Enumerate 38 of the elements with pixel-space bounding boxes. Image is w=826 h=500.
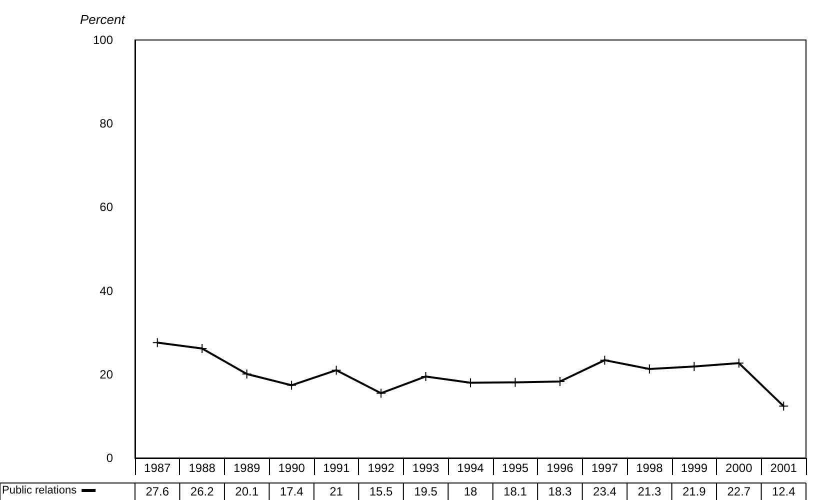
x-tick-label: 1991 [322, 461, 350, 475]
x-tick-label: 2001 [770, 461, 798, 475]
y-tick-label: 80 [100, 116, 114, 131]
data-label: 21.3 [638, 484, 662, 498]
y-axis-title: Percent [80, 12, 126, 27]
data-label: 22.7 [727, 484, 751, 498]
data-label: 18.3 [548, 484, 572, 498]
x-tick-label: 1997 [591, 461, 618, 475]
y-tick-label: 0 [106, 451, 114, 465]
x-tick-label: 1987 [144, 461, 172, 475]
x-tick-label: 1994 [457, 461, 484, 475]
data-label: 12.4 [772, 484, 796, 498]
x-tick-label: 2000 [726, 461, 753, 475]
data-label: 18 [464, 484, 478, 498]
x-tick-label: 1996 [546, 461, 574, 475]
x-tick-label: 1988 [188, 461, 216, 475]
y-tick-label: 60 [100, 200, 114, 214]
x-tick-label: 1993 [412, 461, 440, 475]
data-label: 26.2 [190, 484, 214, 498]
y-tick-label: 40 [100, 284, 114, 298]
data-label: 19.5 [414, 484, 438, 498]
data-label: 23.4 [593, 484, 617, 498]
data-label: 27.6 [146, 484, 170, 498]
x-tick-label: 1998 [636, 461, 664, 475]
x-tick-label: 1995 [502, 461, 529, 475]
x-tick-label: 1990 [278, 461, 306, 475]
data-label: 20.1 [235, 484, 259, 498]
data-label: 21.9 [682, 484, 706, 498]
x-tick-label: 1992 [368, 461, 395, 475]
x-tick-label: 1999 [680, 461, 708, 475]
x-tick-label: 1989 [233, 461, 261, 475]
data-label: 18.1 [504, 484, 528, 498]
y-tick-label: 100 [92, 33, 114, 47]
data-label: 17.4 [280, 484, 304, 498]
y-tick-label: 20 [100, 367, 114, 382]
data-label: 15.5 [369, 484, 394, 498]
data-label: 21 [330, 484, 344, 498]
legend-label: Public relations [2, 484, 78, 496]
